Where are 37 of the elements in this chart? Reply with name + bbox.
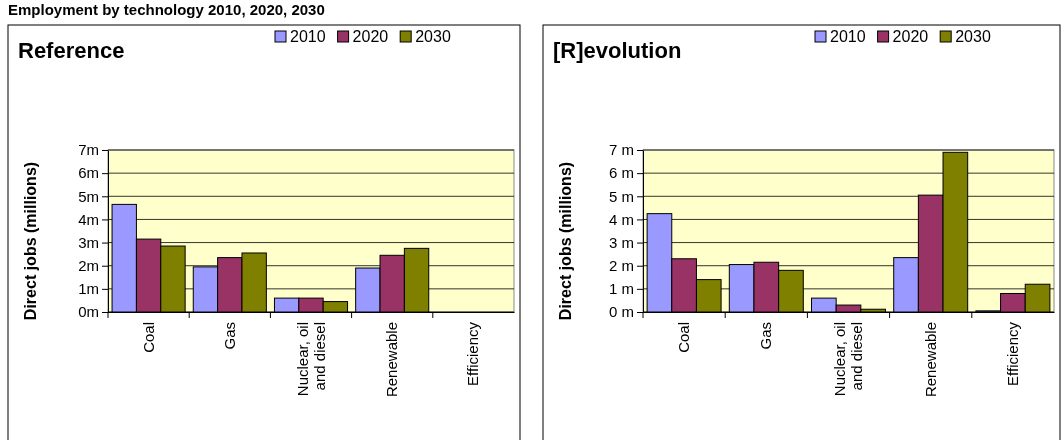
y-tick-label: 4m xyxy=(78,210,99,228)
legend-label: 2020 xyxy=(352,28,389,45)
y-tick-label: 4 m xyxy=(608,210,634,228)
y-axis-title: Direct jobs (millions) xyxy=(22,161,39,321)
legend-label: 2010 xyxy=(290,28,326,45)
x-tick-label: Efficiency xyxy=(464,321,482,386)
legend-label: 2020 xyxy=(892,28,929,45)
x-tick-label: Nuclear, oil and diesel xyxy=(293,322,328,397)
y-tick-label: 3 m xyxy=(608,233,634,251)
x-tick-label: Coal xyxy=(139,322,157,353)
y-tick-label: 0 m xyxy=(608,303,634,321)
y-tick-label: 6 m xyxy=(608,164,634,182)
chart-subtitle: [R]evolution xyxy=(553,38,682,63)
x-tick-label: Renewable xyxy=(921,322,939,398)
x-tick-label: Renewable xyxy=(383,322,401,398)
x-tick-label: Gas xyxy=(220,322,238,350)
legend-label: 2010 xyxy=(830,28,866,45)
y-tick-label: 5 m xyxy=(608,187,634,205)
y-axis-title: Direct jobs (millions) xyxy=(557,161,574,321)
x-tick-label: Coal xyxy=(675,322,693,353)
x-tick-label: Gas xyxy=(757,322,775,350)
x-tick-label: Nuclear, oil and diesel xyxy=(831,322,865,397)
y-tick-label: 2m xyxy=(78,257,99,275)
y-tick-label: 1 m xyxy=(608,280,634,298)
y-tick-label: 0m xyxy=(78,303,99,321)
y-tick-label: 2 m xyxy=(608,257,634,275)
chart-title: Employment by technology 2010, 2020, 2030 xyxy=(8,1,325,18)
y-tick-label: 5m xyxy=(78,187,99,205)
chart-subtitle: Reference xyxy=(18,38,125,63)
y-tick-label: 7 m xyxy=(608,141,634,159)
legend-label: 2030 xyxy=(955,28,991,45)
x-tick-label: Efficiency xyxy=(1003,321,1021,386)
legend-label: 2030 xyxy=(415,28,451,45)
y-tick-label: 1m xyxy=(78,280,99,298)
y-tick-label: 7m xyxy=(78,141,99,159)
y-tick-label: 6m xyxy=(78,164,99,182)
y-tick-label: 3m xyxy=(78,233,99,251)
